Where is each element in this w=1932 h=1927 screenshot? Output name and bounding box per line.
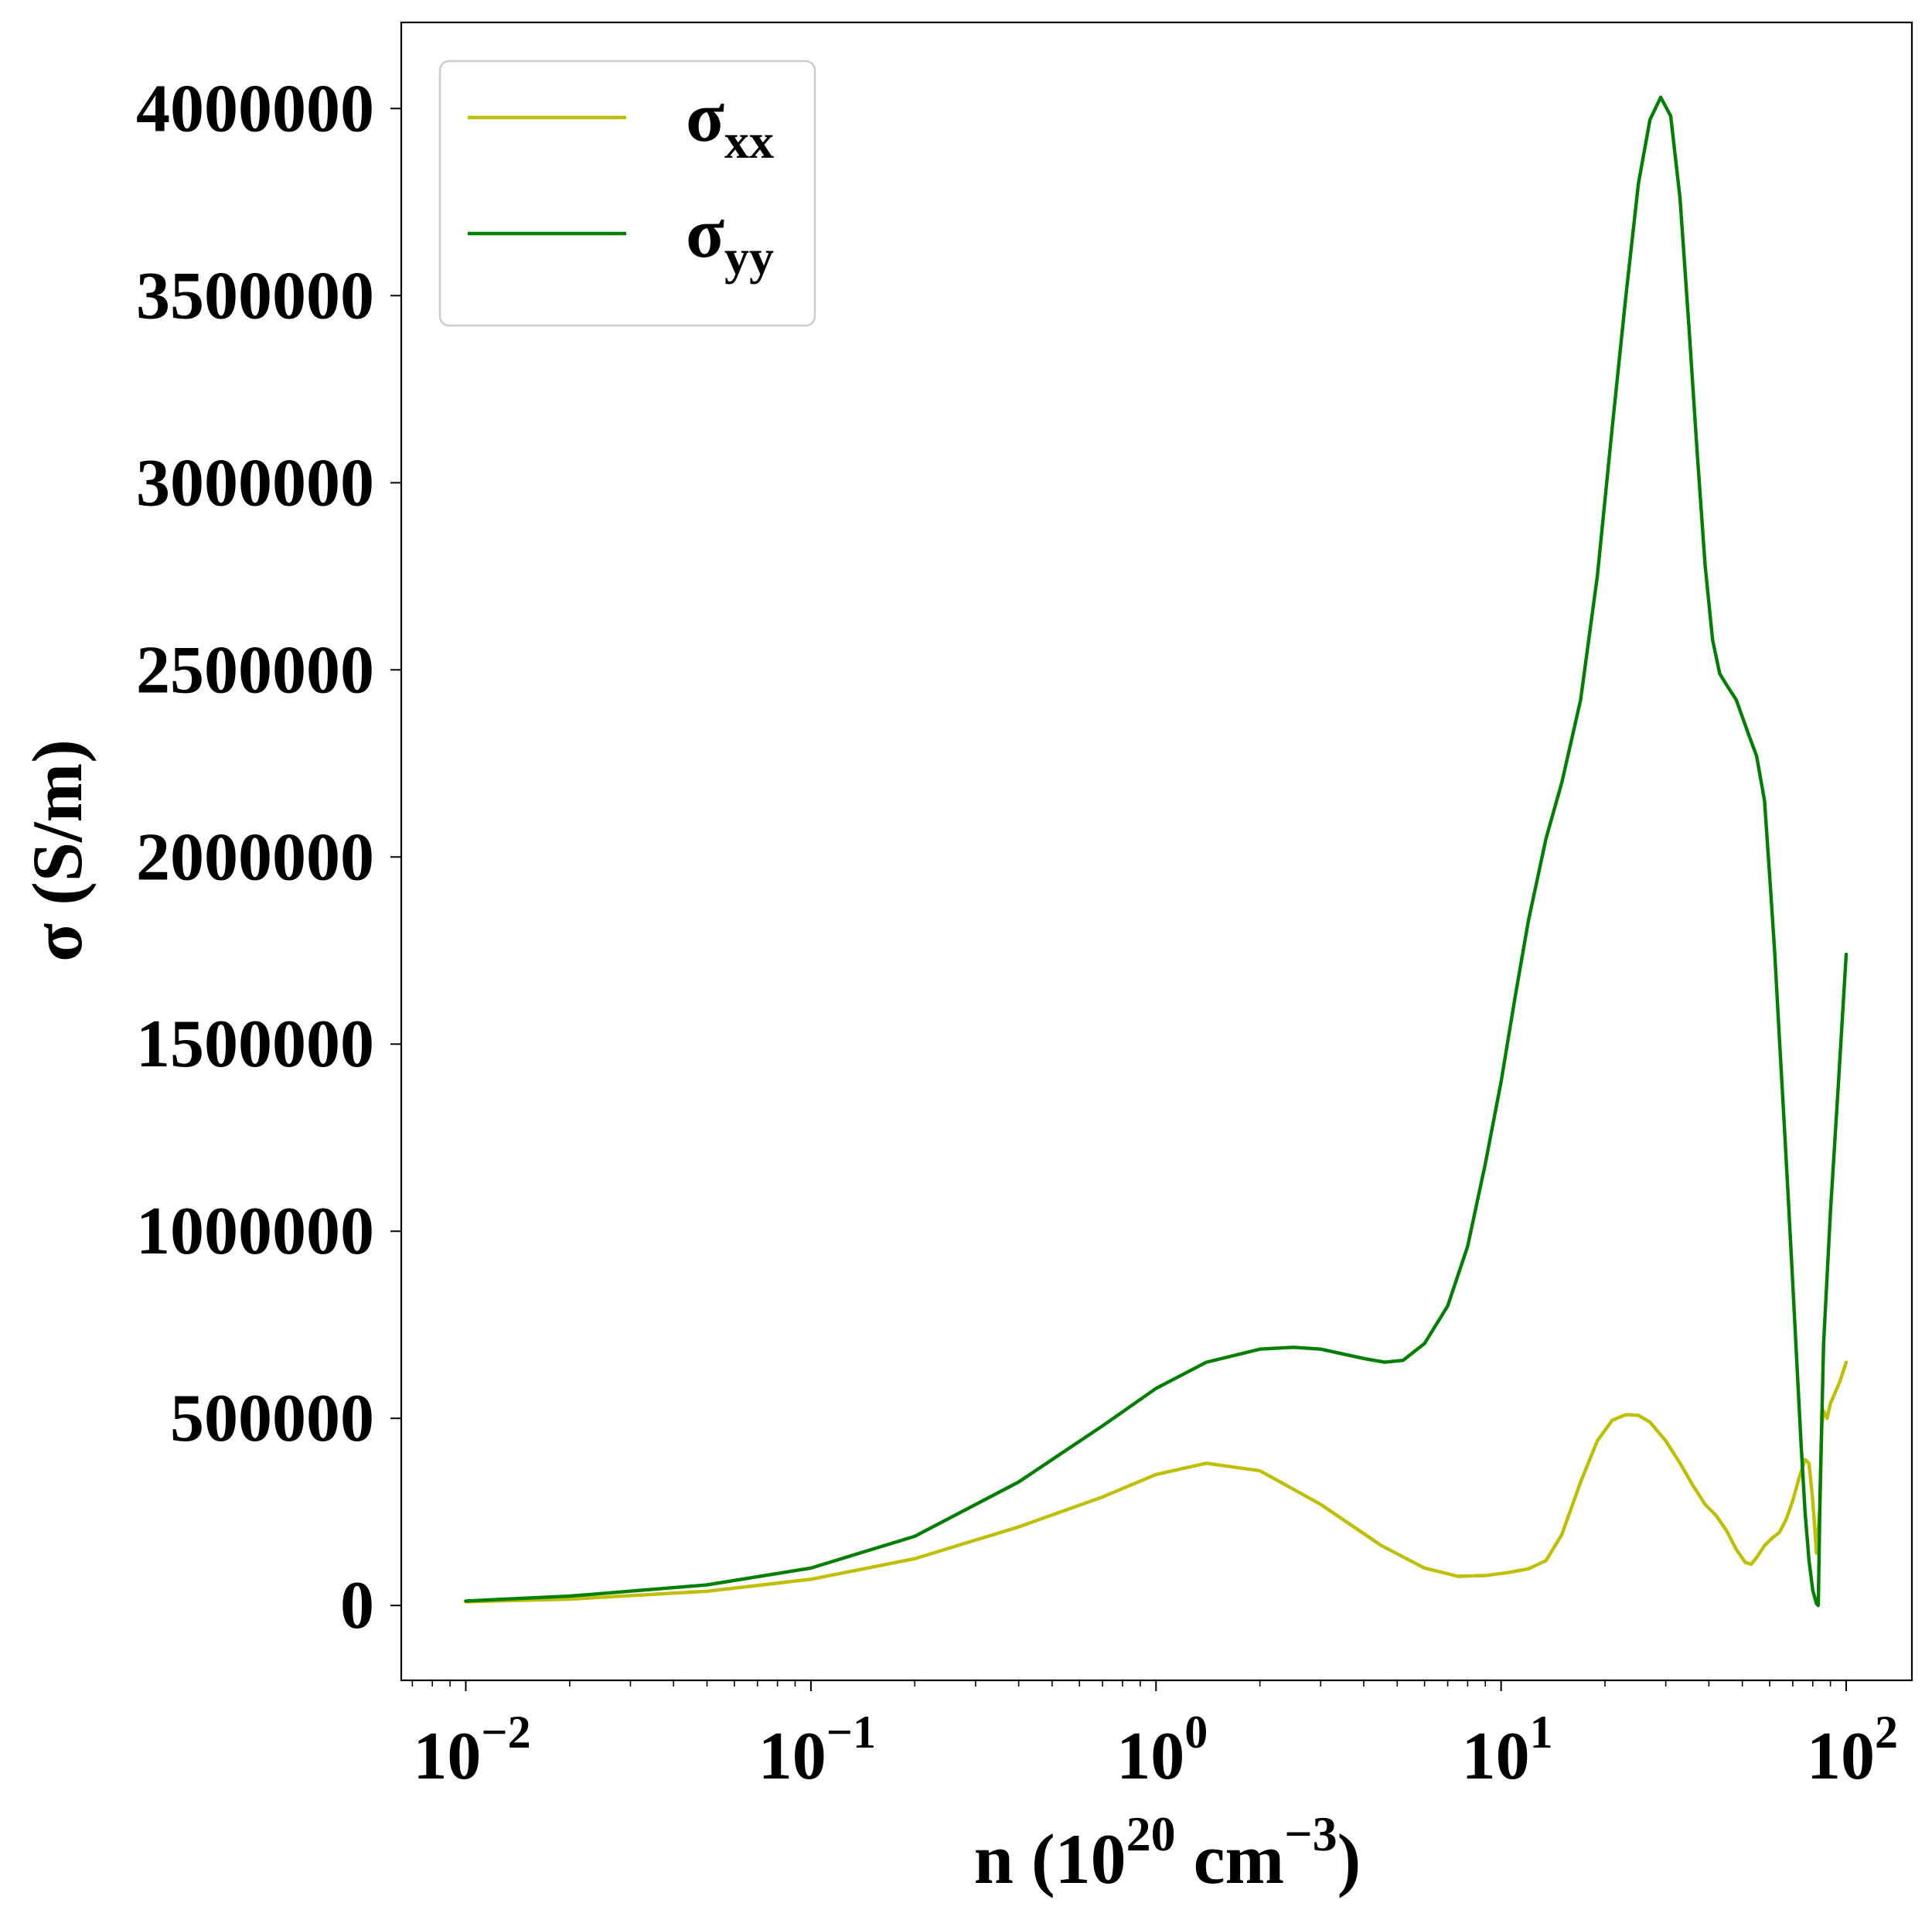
x-tick-label-exponent: 0 [1184,1707,1208,1758]
x-axis: 10−2 10−1 100 101 102 [411,1680,1898,1794]
x-tick-label-exponent: 2 [1875,1707,1898,1758]
x-tick-label-base: 10 [1116,1719,1184,1794]
x-tick-label-base: 10 [758,1719,826,1794]
x-tick-label-exponent: 1 [1530,1707,1553,1758]
legend-label-subscript: xx [724,114,774,169]
y-tick-label: 0 [340,1568,374,1643]
legend-label-symbol: σ [686,193,724,272]
y-tick-label: 1500000 [136,1007,374,1082]
y-tick-label: 2000000 [136,820,374,895]
legend-label-yy: σyy [686,193,774,285]
x-tick-label: 102 [1807,1707,1898,1794]
x-axis-label: n (1020 cm−3) [974,1806,1361,1898]
x-tick-label-base: 10 [413,1719,481,1794]
x-tick-label-base: 10 [1462,1719,1530,1794]
x-tick-label: 10−2 [413,1707,530,1794]
x-tick-label-exponent: −2 [481,1707,530,1758]
legend-label-symbol: σ [686,77,724,156]
y-tick-label: 4000000 [136,71,374,146]
x-tick-label: 101 [1462,1707,1553,1794]
x-axis-label-close: ) [1337,1820,1361,1898]
y-tick-label: 1000000 [136,1194,374,1269]
series-line-xx [464,1360,1849,1604]
x-tick-label-exponent: −1 [826,1707,876,1758]
y-tick-label: 2500000 [136,633,374,708]
x-tick-label-base: 10 [1807,1719,1875,1794]
legend-box [438,60,816,327]
x-axis-label-exponent-2: −3 [1284,1806,1337,1861]
x-axis-label-exponent-1: 20 [1126,1806,1176,1861]
y-tick-label: 3000000 [136,445,374,520]
legend-label-xx: σxx [686,77,774,169]
y-tick-label: 500000 [170,1381,374,1456]
x-axis-label-unit: cm [1176,1820,1284,1898]
x-axis-label-base: n (10 [974,1820,1126,1898]
series-line-yy [464,95,1849,1608]
x-tick-label: 10−1 [758,1707,876,1794]
series-layer [464,95,1849,1608]
y-tick-label: 3500000 [136,258,374,333]
y-axis: 0 500000 1000000 1500000 2000000 2500000 30000… [136,71,401,1643]
legend-label-subscript: yy [724,230,774,285]
x-tick-label: 100 [1116,1707,1208,1794]
y-axis-label: σ (S/m) [18,739,97,962]
